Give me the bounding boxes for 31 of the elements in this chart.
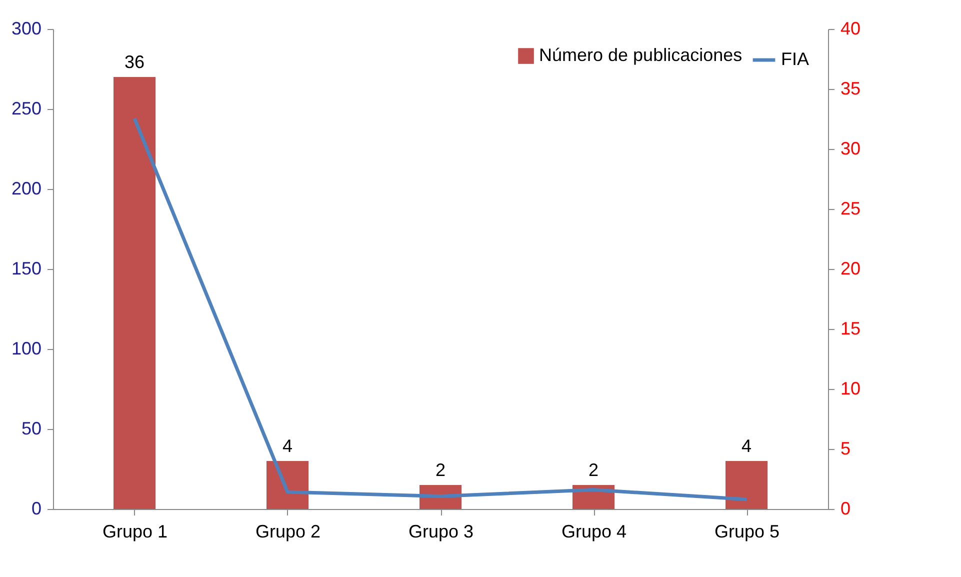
x-tick-label: Grupo 5 [714, 522, 780, 542]
y2-tick-label: 30 [840, 138, 861, 158]
y-tick-label: 200 [11, 178, 42, 198]
x-tick-label: Grupo 3 [408, 522, 474, 542]
y2-tick-label: 10 [840, 378, 861, 398]
y-tick-label: 0 [31, 498, 42, 518]
data-label: 2 [588, 460, 599, 480]
legend-label: FIA [781, 49, 810, 69]
x-tick-label: Grupo 1 [102, 522, 168, 542]
y2-tick-label: 20 [840, 258, 861, 278]
y-tick-label: 300 [11, 18, 42, 38]
data-label: 36 [124, 52, 145, 72]
y2-tick-label: 5 [840, 438, 851, 458]
y2-tick-label: 0 [840, 498, 851, 518]
data-label: 4 [282, 436, 293, 456]
y2-tick-label: 25 [840, 198, 861, 218]
y-tick-label: 250 [11, 98, 42, 118]
x-tick-label: Grupo 4 [561, 522, 627, 542]
legend-label: Número de publicaciones [539, 45, 742, 65]
bar [114, 77, 156, 509]
data-label: 2 [435, 460, 446, 480]
bar [266, 461, 308, 509]
y2-tick-label: 40 [840, 18, 861, 38]
y-tick-label: 150 [11, 258, 42, 278]
y2-tick-label: 15 [840, 318, 861, 338]
x-tick-label: Grupo 2 [255, 522, 321, 542]
y-tick-label: 100 [11, 338, 42, 358]
data-label: 4 [741, 436, 752, 456]
y2-tick-label: 35 [840, 78, 861, 98]
y-tick-label: 50 [21, 418, 42, 438]
bar [726, 461, 768, 509]
